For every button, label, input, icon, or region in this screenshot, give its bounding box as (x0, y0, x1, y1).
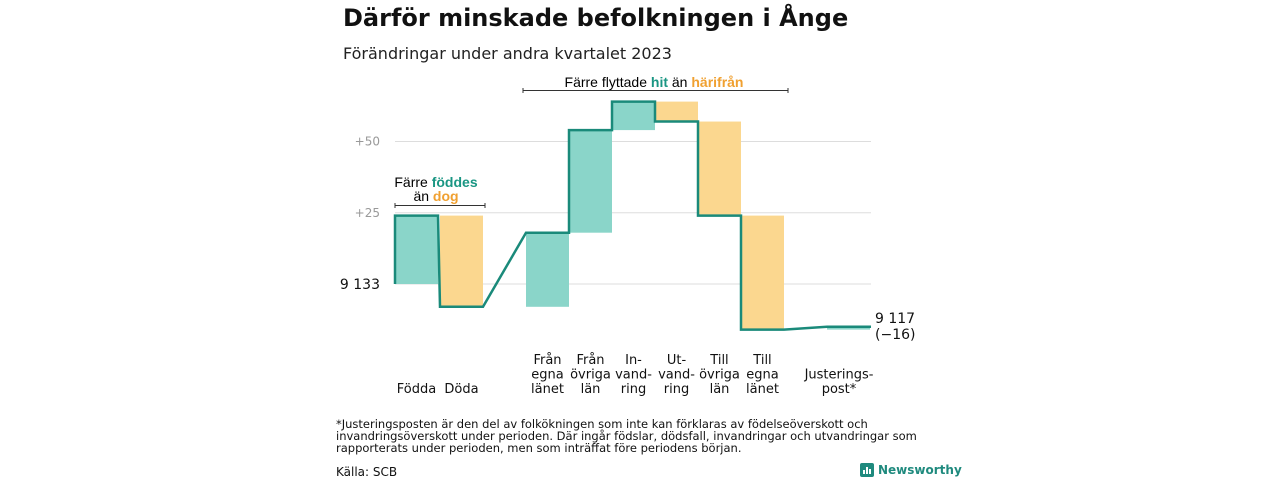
births-annotation-bracket (394, 203, 486, 208)
migration-annotation: Färre flyttade hit än härifrån (522, 74, 789, 93)
chart-title: Därför minskade befolkningen i Ånge (343, 4, 849, 32)
category-label: Till övriga län (699, 353, 740, 397)
chart-subtitle: Förändringar under andra kvartalet 2023 (343, 44, 672, 63)
waterfall-bar (612, 101, 655, 131)
category-label: Döda (444, 382, 478, 397)
category-label: Till egna länet (746, 353, 779, 397)
source-label: Källa: SCB (336, 465, 398, 479)
category-label: Justerings-post* (804, 368, 874, 398)
deaths-annotation-pre: än (413, 188, 432, 204)
category-label: Från egna länet (531, 353, 564, 397)
waterfall-bar (526, 232, 569, 307)
births-annotation-em: föddes (432, 174, 478, 190)
y-tick-label: +25 (355, 206, 380, 220)
waterfall-bar (395, 215, 438, 284)
svg-text:än dog: än dog (413, 188, 458, 204)
waterfall-chart: +25 +50 9 133 9 117(−16) Födda Döda Från egna l… (340, 74, 916, 398)
migration-annotation-harifran: härifrån (691, 74, 743, 90)
end-change-label: (−16) (875, 327, 915, 343)
waterfall-bar (827, 326, 870, 330)
category-label: Från övriga län (570, 353, 611, 397)
migration-annotation-pre: Färre flyttade (565, 74, 651, 90)
migration-annotation-mid: än (668, 74, 691, 90)
category-label: Födda (397, 382, 436, 397)
waterfall-bar (698, 121, 741, 216)
waterfall-bar (569, 130, 612, 233)
category-label: In-vand-ring (615, 353, 652, 397)
waterfall-bar (741, 215, 784, 330)
footnote: *Justeringsposten är den del av folkökni… (336, 417, 917, 455)
end-value-label: 9 117 (875, 311, 915, 327)
migration-annotation-bracket (522, 88, 789, 93)
brand: Newsworthy (860, 463, 962, 477)
svg-text:Färre föddes: Färre föddes (394, 174, 477, 190)
brand-name: Newsworthy (878, 463, 962, 477)
y-tick-label: +50 (355, 135, 380, 149)
births-annotation-pre: Färre (394, 174, 431, 190)
births-annotation: Färre föddes än dog (394, 174, 486, 208)
waterfall-bar (655, 101, 698, 122)
start-value-label: 9 133 (340, 277, 380, 293)
svg-text:Färre flyttade hit än härifrån: Färre flyttade hit än härifrån (565, 74, 744, 90)
deaths-annotation-em: dog (433, 188, 459, 204)
newsworthy-logo-icon (860, 463, 874, 477)
cumulative-step-line (393, 100, 871, 331)
waterfall-bar (440, 215, 483, 307)
category-label: Ut-vand-ring (658, 353, 695, 397)
migration-annotation-hit: hit (651, 74, 668, 90)
